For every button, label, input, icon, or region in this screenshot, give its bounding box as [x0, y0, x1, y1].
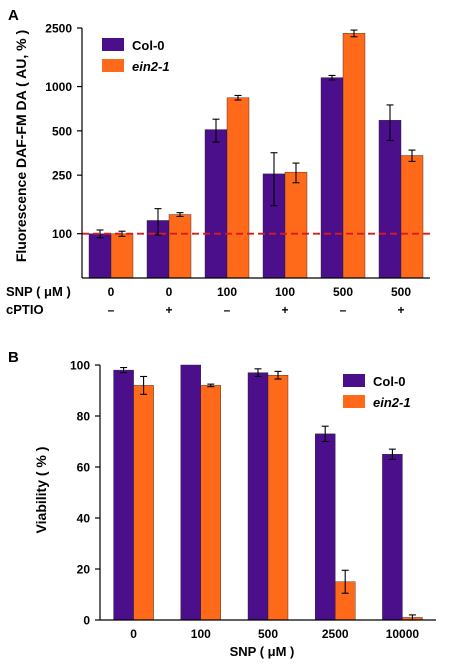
legend-label-col0: Col-0 [373, 374, 406, 389]
panel-a-x-labels: SNP ( μM ) cPTIO [6, 284, 71, 317]
y-tick-label: 60 [77, 461, 91, 475]
y-tick-label: 100 [52, 227, 72, 241]
x-tick-label: + [281, 303, 288, 317]
bar-col0 [378, 120, 402, 279]
legend-swatch-col0 [343, 374, 365, 387]
x-tick-label: 500 [333, 285, 353, 299]
panel-b: B Viability ( % ) Col-0 ein2-1 0 20 40 60 80… [8, 349, 436, 659]
panel-b-label: B [8, 349, 19, 366]
y-tick-label: 2500 [45, 22, 72, 36]
x-tick-label: – [340, 303, 347, 317]
bar-ein2 [110, 233, 134, 279]
bar-ein2 [226, 97, 250, 279]
panel-b-y-axis-label: Viability ( % ) [33, 447, 49, 534]
bar-ein2 [168, 214, 192, 279]
panel-b-legend: Col-0 ein2-1 [343, 374, 411, 410]
y-tick-label: 500 [52, 124, 72, 138]
x-row-label-snp: SNP ( μM ) [6, 284, 71, 299]
panel-b-bars [113, 364, 423, 621]
panel-a-bars [82, 29, 430, 279]
bar-col0 [204, 129, 228, 279]
x-tick-label: 10000 [386, 627, 420, 641]
x-row-label-cptio: cPTIO [6, 302, 44, 317]
legend-swatch-ein2 [102, 59, 124, 72]
legend-swatch-col0 [102, 38, 124, 51]
y-tick-label: 100 [70, 359, 90, 373]
bar-ein2 [284, 171, 308, 279]
y-tick-label: 0 [83, 614, 90, 628]
x-tick-label: 500 [391, 285, 411, 299]
bar-col0 [88, 233, 112, 279]
x-tick-label: 0 [130, 627, 137, 641]
panel-a: A Fluorescence DAF-FM DA ( AU, % ) Col-0… [6, 7, 430, 317]
bar-ein2 [267, 375, 289, 621]
panel-a-y-axis-label: Fluorescence DAF-FM DA ( AU, % ) [13, 30, 29, 262]
bar-ein2 [200, 385, 222, 621]
bar-col0 [247, 372, 269, 621]
x-tick-label: 0 [166, 285, 173, 299]
bar-col0 [382, 454, 403, 621]
x-tick-label: + [165, 303, 172, 317]
bar-ein2 [400, 155, 424, 279]
x-tick-label: – [224, 303, 231, 317]
y-tick-label: 20 [77, 563, 91, 577]
y-tick-label: 80 [77, 410, 91, 424]
x-tick-label: 2500 [322, 627, 349, 641]
panel-a-legend: Col-0 ein2-1 [102, 38, 170, 74]
legend-swatch-ein2 [343, 395, 365, 408]
y-tick-label: 250 [52, 169, 72, 183]
panel-a-label: A [8, 7, 19, 24]
x-tick-label: 500 [258, 627, 278, 641]
y-tick-label: 1000 [45, 80, 72, 94]
legend-label-ein2: ein2-1 [373, 395, 411, 410]
bar-col0 [315, 433, 336, 621]
x-tick-label: – [108, 303, 115, 317]
panel-a-y-ticks: 100 250 500 1000 2500 0 – 0 +100 – 100 +500 – 500 + [45, 22, 430, 317]
x-tick-label: 100 [275, 285, 295, 299]
bar-col0 [320, 77, 344, 279]
bar-ein2 [133, 385, 154, 621]
legend-label-col0: Col-0 [132, 38, 165, 53]
x-tick-label: 100 [191, 627, 211, 641]
legend-label-ein2: ein2-1 [132, 59, 170, 74]
y-tick-label: 40 [77, 512, 91, 526]
x-tick-label: 100 [217, 285, 237, 299]
panel-b-y-ticks: 0 20 40 60 80 100 0 100 500 2500 10000 [70, 359, 436, 641]
x-tick-label: + [397, 303, 404, 317]
bar-col0 [180, 364, 202, 621]
bar-ein2 [342, 33, 366, 279]
bar-col0 [113, 369, 134, 621]
x-tick-label: 0 [108, 285, 115, 299]
panel-b-x-axis-label: SNP ( μM ) [230, 644, 295, 659]
